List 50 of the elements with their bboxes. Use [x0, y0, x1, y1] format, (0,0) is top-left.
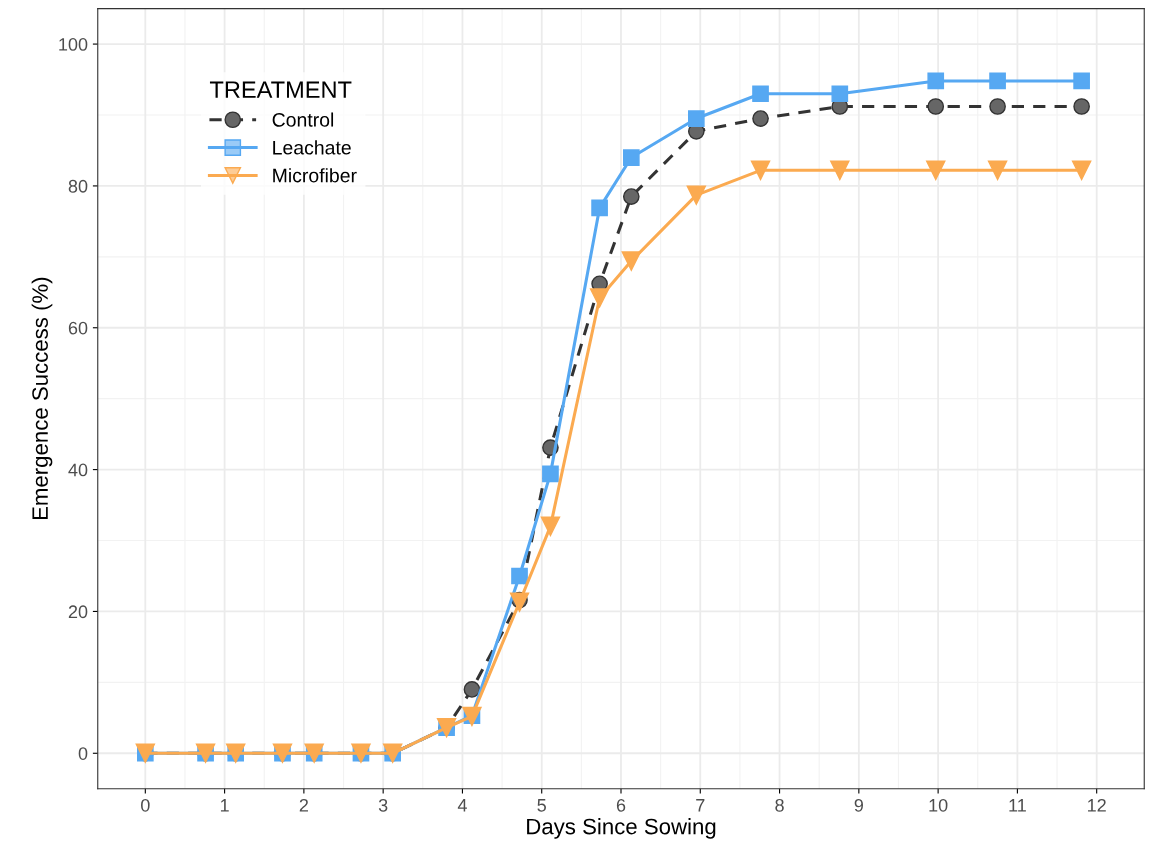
point: [1073, 72, 1090, 90]
point: [591, 199, 608, 217]
point: [989, 72, 1006, 90]
y-axis-title: Emergence Success (%): [31, 277, 53, 520]
x-tick-label: 11: [1009, 799, 1026, 812]
point: [752, 85, 769, 103]
x-tick-label: 0: [141, 798, 150, 812]
y-tick-label: 20: [68, 605, 88, 619]
point: [686, 185, 707, 205]
y-tick-label: 80: [68, 179, 88, 193]
legend-label: Microfiber: [273, 168, 357, 183]
x-tick-label: 2: [299, 798, 308, 812]
y-tick-label: 100: [59, 38, 88, 51]
point: [511, 567, 528, 585]
point: [750, 160, 771, 181]
x-tick-label: 10: [929, 798, 948, 812]
point: [542, 465, 559, 483]
point: [540, 516, 561, 537]
x-tick-label: 9: [854, 798, 864, 812]
x-tick-label: 12: [1088, 798, 1106, 812]
x-tick-label: 7: [696, 799, 705, 812]
legend-title: TREATMENT: [209, 81, 352, 98]
point: [926, 160, 946, 181]
point: [927, 98, 945, 115]
point: [987, 160, 1008, 181]
point: [752, 110, 769, 127]
point: [927, 72, 945, 90]
x-tick-label: 1: [220, 799, 229, 812]
x-axis-title: Days Since Sowing: [527, 818, 716, 839]
point: [1071, 160, 1092, 181]
point: [989, 98, 1006, 115]
point: [463, 681, 481, 698]
x-tick-label: 3: [378, 798, 388, 812]
point: [1073, 98, 1090, 115]
x-tick-label: 5: [537, 799, 546, 812]
legend-label: Leachate: [273, 140, 351, 155]
point: [687, 110, 705, 127]
point: [622, 149, 640, 166]
point: [589, 288, 610, 308]
y-tick-label: 40: [68, 463, 88, 477]
point: [831, 85, 849, 103]
y-tick-label: 0: [78, 747, 88, 760]
point: [621, 251, 642, 271]
legend-label: Control: [272, 112, 334, 127]
y-tick-label: 60: [68, 321, 88, 335]
point: [830, 160, 850, 181]
point: [622, 188, 640, 205]
x-tick-label: 8: [775, 798, 784, 812]
x-tick-label: 6: [616, 798, 626, 812]
x-tick-label: 4: [457, 799, 467, 812]
